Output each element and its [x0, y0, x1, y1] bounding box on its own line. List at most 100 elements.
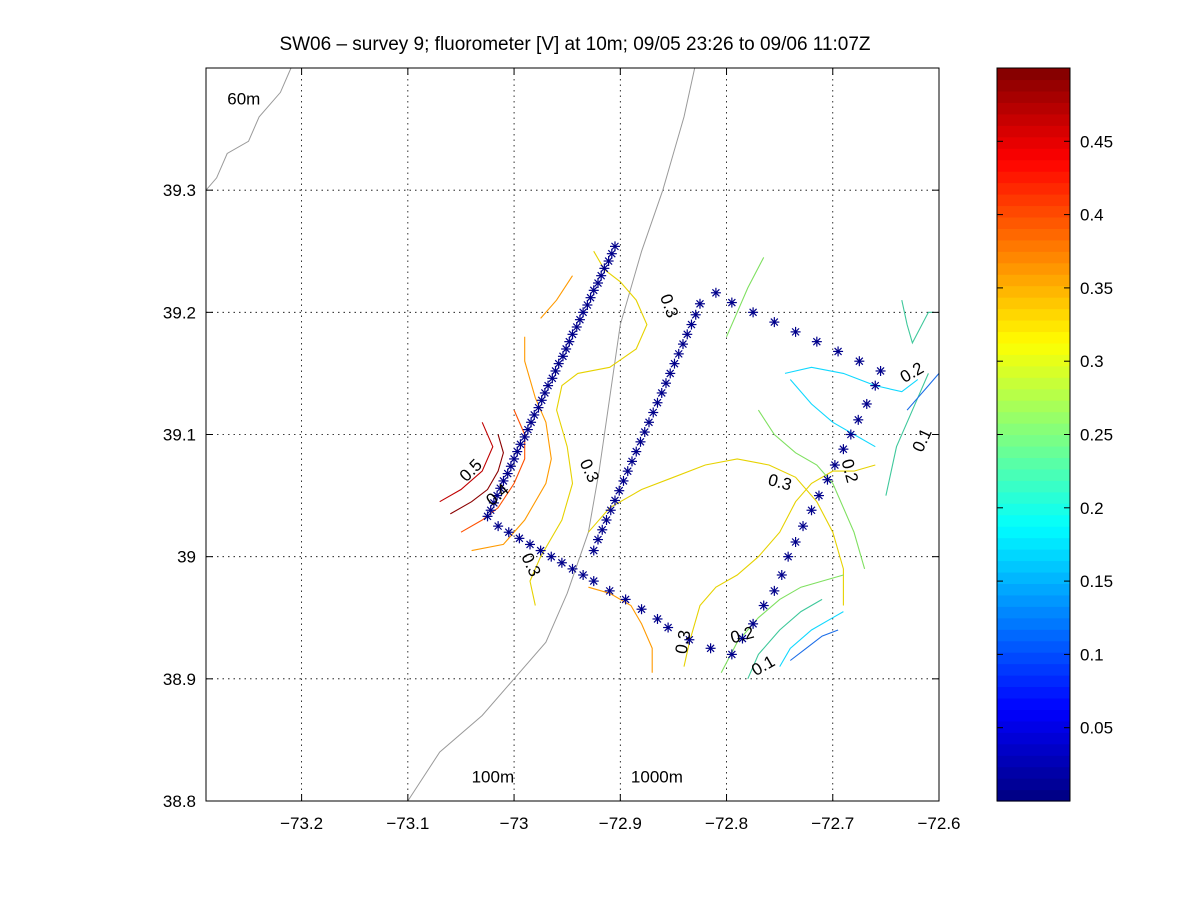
- station-marker: [543, 380, 554, 391]
- isobath-label: 1000m: [631, 768, 683, 787]
- contour-line: [720, 574, 844, 673]
- colorbar-tick-label: 0.1: [1080, 645, 1104, 664]
- station-marker: [522, 424, 533, 435]
- station-marker: [652, 613, 663, 624]
- colorbar-band: [997, 571, 1070, 584]
- colorbar-band: [997, 297, 1070, 310]
- contour-line: [885, 373, 929, 496]
- station-marker: [550, 365, 561, 376]
- station-marker: [631, 446, 642, 457]
- colorbar-band: [997, 503, 1070, 516]
- station-marker: [585, 292, 596, 303]
- station-marker: [663, 622, 674, 633]
- contour-line: [747, 598, 823, 680]
- station-marker: [514, 533, 525, 544]
- station-marker: [582, 300, 593, 311]
- colorbar-band: [997, 732, 1070, 745]
- colorbar-band: [997, 113, 1070, 126]
- station-marker: [503, 527, 514, 538]
- colorbar-band: [997, 480, 1070, 493]
- isobath-line: [205, 67, 292, 191]
- station-marker: [505, 461, 516, 472]
- station-marker: [682, 329, 693, 340]
- station-marker: [512, 446, 523, 457]
- station-marker: [626, 456, 637, 467]
- contour-line: [439, 422, 494, 503]
- plot-area: 0.50.40.30.30.30.30.3 0.20.10.20.20.1 60m…: [205, 67, 940, 802]
- contour-line: [906, 373, 940, 411]
- contour-line: [784, 366, 919, 393]
- y-axis-ticks: 38.8 38.9 39 39.1 39.2 39.3: [163, 181, 939, 811]
- y-tick-label: 39: [177, 548, 196, 567]
- station-marker: [811, 336, 822, 347]
- colorbar-band: [997, 68, 1070, 81]
- station-marker: [588, 576, 599, 587]
- colorbar-band: [997, 228, 1070, 241]
- colorbar-band: [997, 400, 1070, 413]
- isobath-line: [407, 67, 696, 802]
- colorbar-band: [997, 216, 1070, 229]
- station-marker: [853, 414, 864, 425]
- station-marker: [597, 524, 608, 535]
- station-marker: [535, 545, 546, 556]
- colorbar-band: [997, 617, 1070, 630]
- colorbar-band: [997, 411, 1070, 424]
- station-marker: [546, 551, 557, 562]
- station-marker: [578, 307, 589, 318]
- station-marker: [561, 343, 572, 354]
- station-marker: [519, 431, 530, 442]
- colorbar-band: [997, 239, 1070, 252]
- x-tick-label: −72.6: [917, 814, 960, 833]
- station-marker: [485, 505, 496, 516]
- station-marker: [686, 319, 697, 330]
- contour-line: [471, 336, 552, 552]
- station-marker: [604, 585, 615, 596]
- colorbar-band: [997, 583, 1070, 596]
- station-marker: [769, 317, 780, 328]
- station-marker: [578, 569, 589, 580]
- contour-label: 0.3: [672, 629, 695, 656]
- station-marker: [833, 346, 844, 357]
- station-marker: [557, 351, 568, 362]
- station-marker: [769, 585, 780, 596]
- colorbar-band: [997, 755, 1070, 768]
- station-marker: [798, 521, 809, 532]
- station-marker: [533, 402, 544, 413]
- station-marker: [592, 278, 603, 289]
- station-marker: [684, 634, 695, 645]
- isobath-label: 60m: [227, 90, 260, 109]
- colorbar-band: [997, 102, 1070, 115]
- colorbar-band: [997, 594, 1070, 607]
- station-marker: [606, 248, 617, 259]
- colorbar-band: [997, 560, 1070, 573]
- station-marker: [536, 395, 547, 406]
- colorbar-ticks: 0.05 0.1 0.15 0.2 0.25 0.3 0.35 0.4 0.45: [997, 132, 1113, 738]
- colorbar-band: [997, 434, 1070, 447]
- station-marker: [845, 429, 856, 440]
- colorbar-band: [997, 778, 1070, 791]
- station-marker: [492, 490, 503, 501]
- station-marker: [515, 439, 526, 450]
- colorbar-band: [997, 640, 1070, 653]
- station-marker: [609, 495, 620, 506]
- station-marker: [618, 475, 629, 486]
- station-marker: [748, 618, 759, 629]
- station-marker: [710, 287, 721, 298]
- station-marker: [526, 417, 537, 428]
- x-tick-label: −73.2: [280, 814, 323, 833]
- station-marker: [502, 468, 513, 479]
- station-marker: [605, 505, 616, 516]
- contour-line: [588, 586, 653, 673]
- x-tick-label: −72.9: [599, 814, 642, 833]
- colorbar-band: [997, 342, 1070, 355]
- y-tick-label: 39.2: [163, 303, 196, 322]
- colorbar-band: [997, 663, 1070, 676]
- station-marker: [737, 633, 748, 644]
- contour-line: [587, 458, 844, 606]
- station-marker: [636, 604, 647, 615]
- station-marker: [726, 297, 737, 308]
- station-marker: [556, 557, 567, 568]
- station-marker: [854, 356, 865, 367]
- colorbar-band: [997, 720, 1070, 733]
